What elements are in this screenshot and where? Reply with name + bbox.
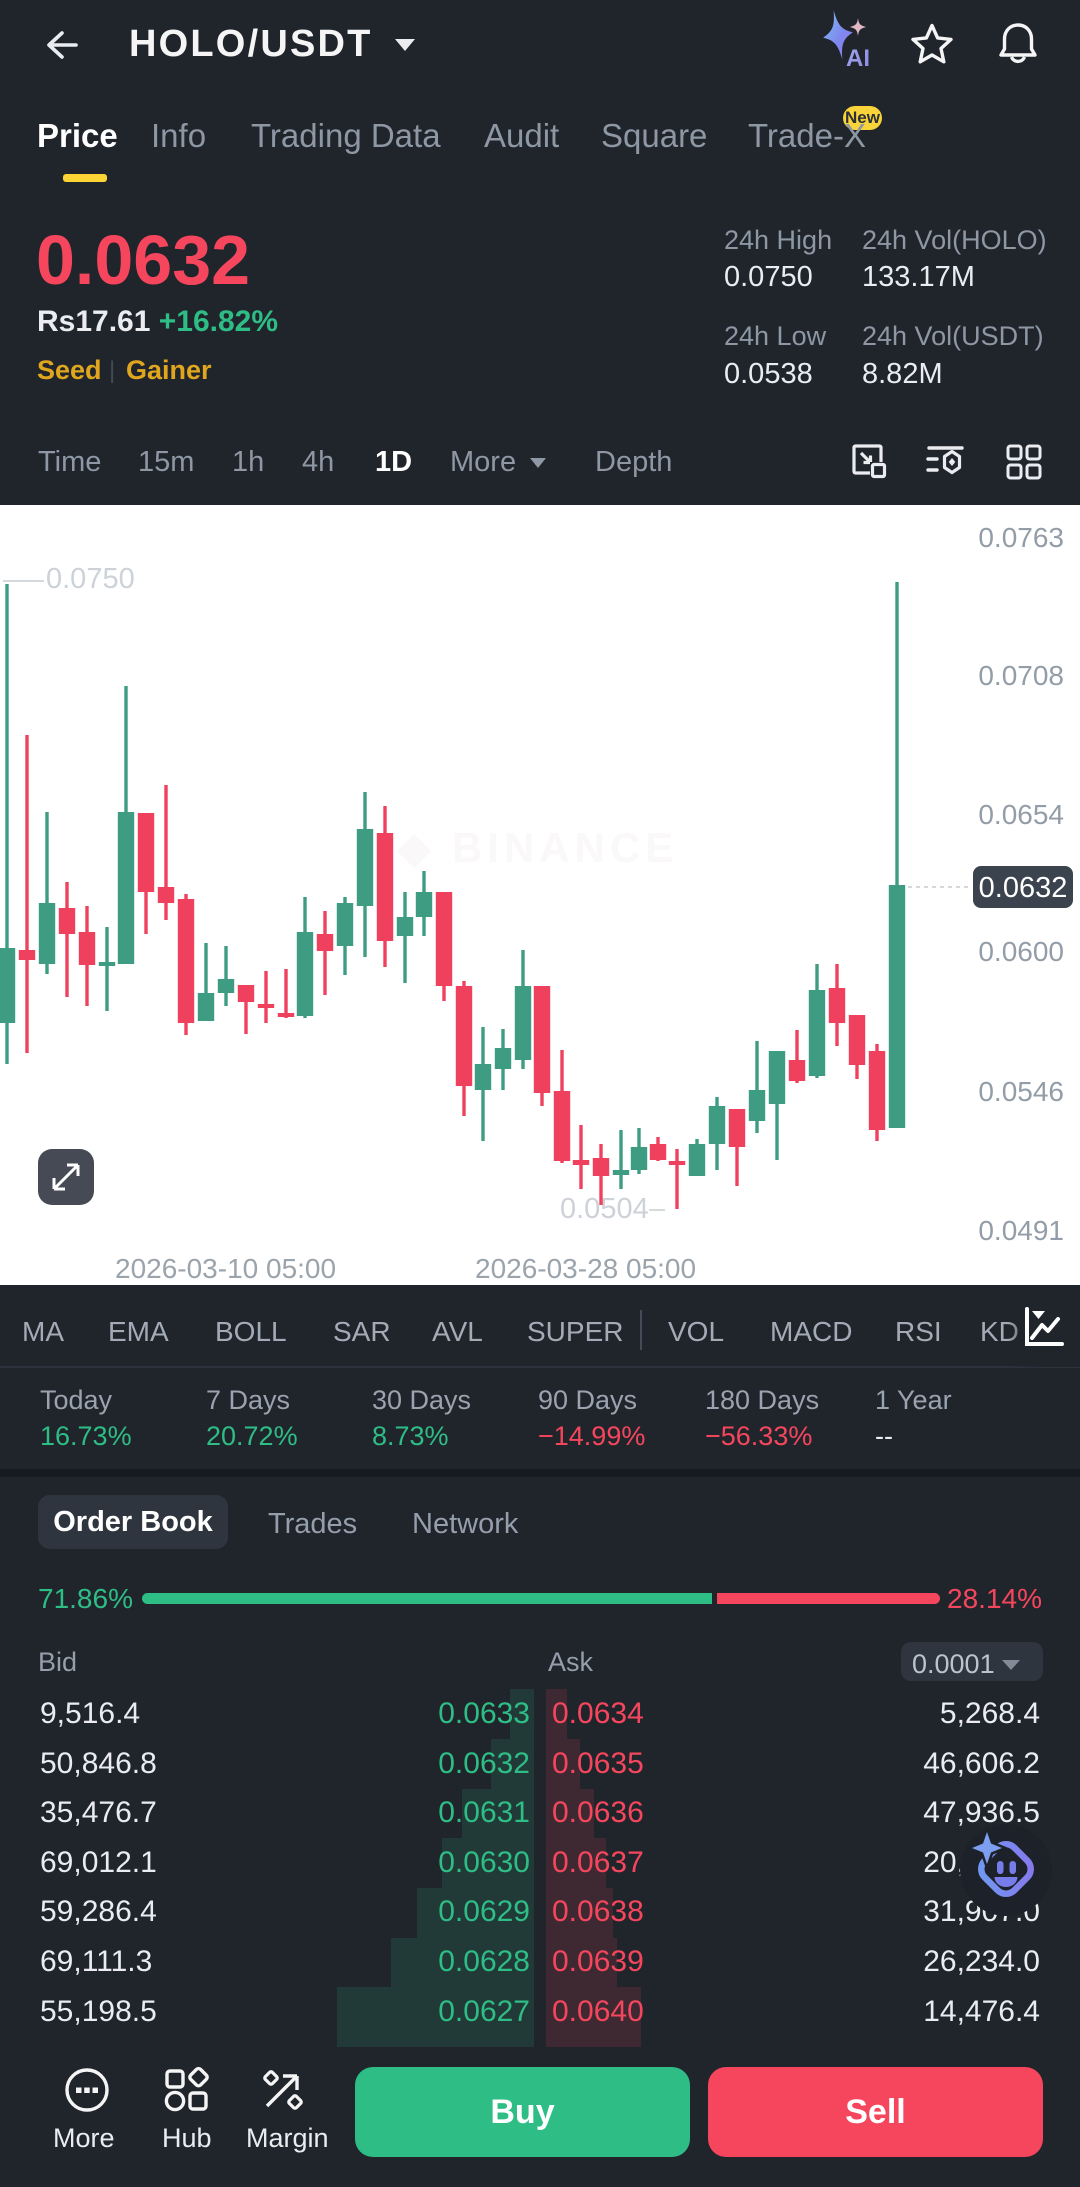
svg-text:0.0750: 0.0750	[46, 563, 135, 595]
svg-text:0.0504: 0.0504	[560, 1193, 649, 1225]
svg-text:0.0491: 0.0491	[978, 1215, 1064, 1246]
svg-text:0.0632: 0.0632	[979, 872, 1068, 904]
svg-text:0.0654: 0.0654	[978, 799, 1064, 830]
svg-text:2026-03-28 05:00: 2026-03-28 05:00	[475, 1253, 696, 1284]
svg-text:0.0763: 0.0763	[978, 522, 1064, 553]
svg-text:AI: AI	[846, 45, 870, 72]
svg-text:0.0546: 0.0546	[978, 1076, 1064, 1107]
svg-text:2026-03-10 05:00: 2026-03-10 05:00	[115, 1253, 336, 1284]
svg-text:0.0600: 0.0600	[978, 936, 1064, 967]
svg-text:0.0708: 0.0708	[978, 660, 1064, 691]
svg-text:◆ BINANCE: ◆ BINANCE	[397, 824, 678, 871]
